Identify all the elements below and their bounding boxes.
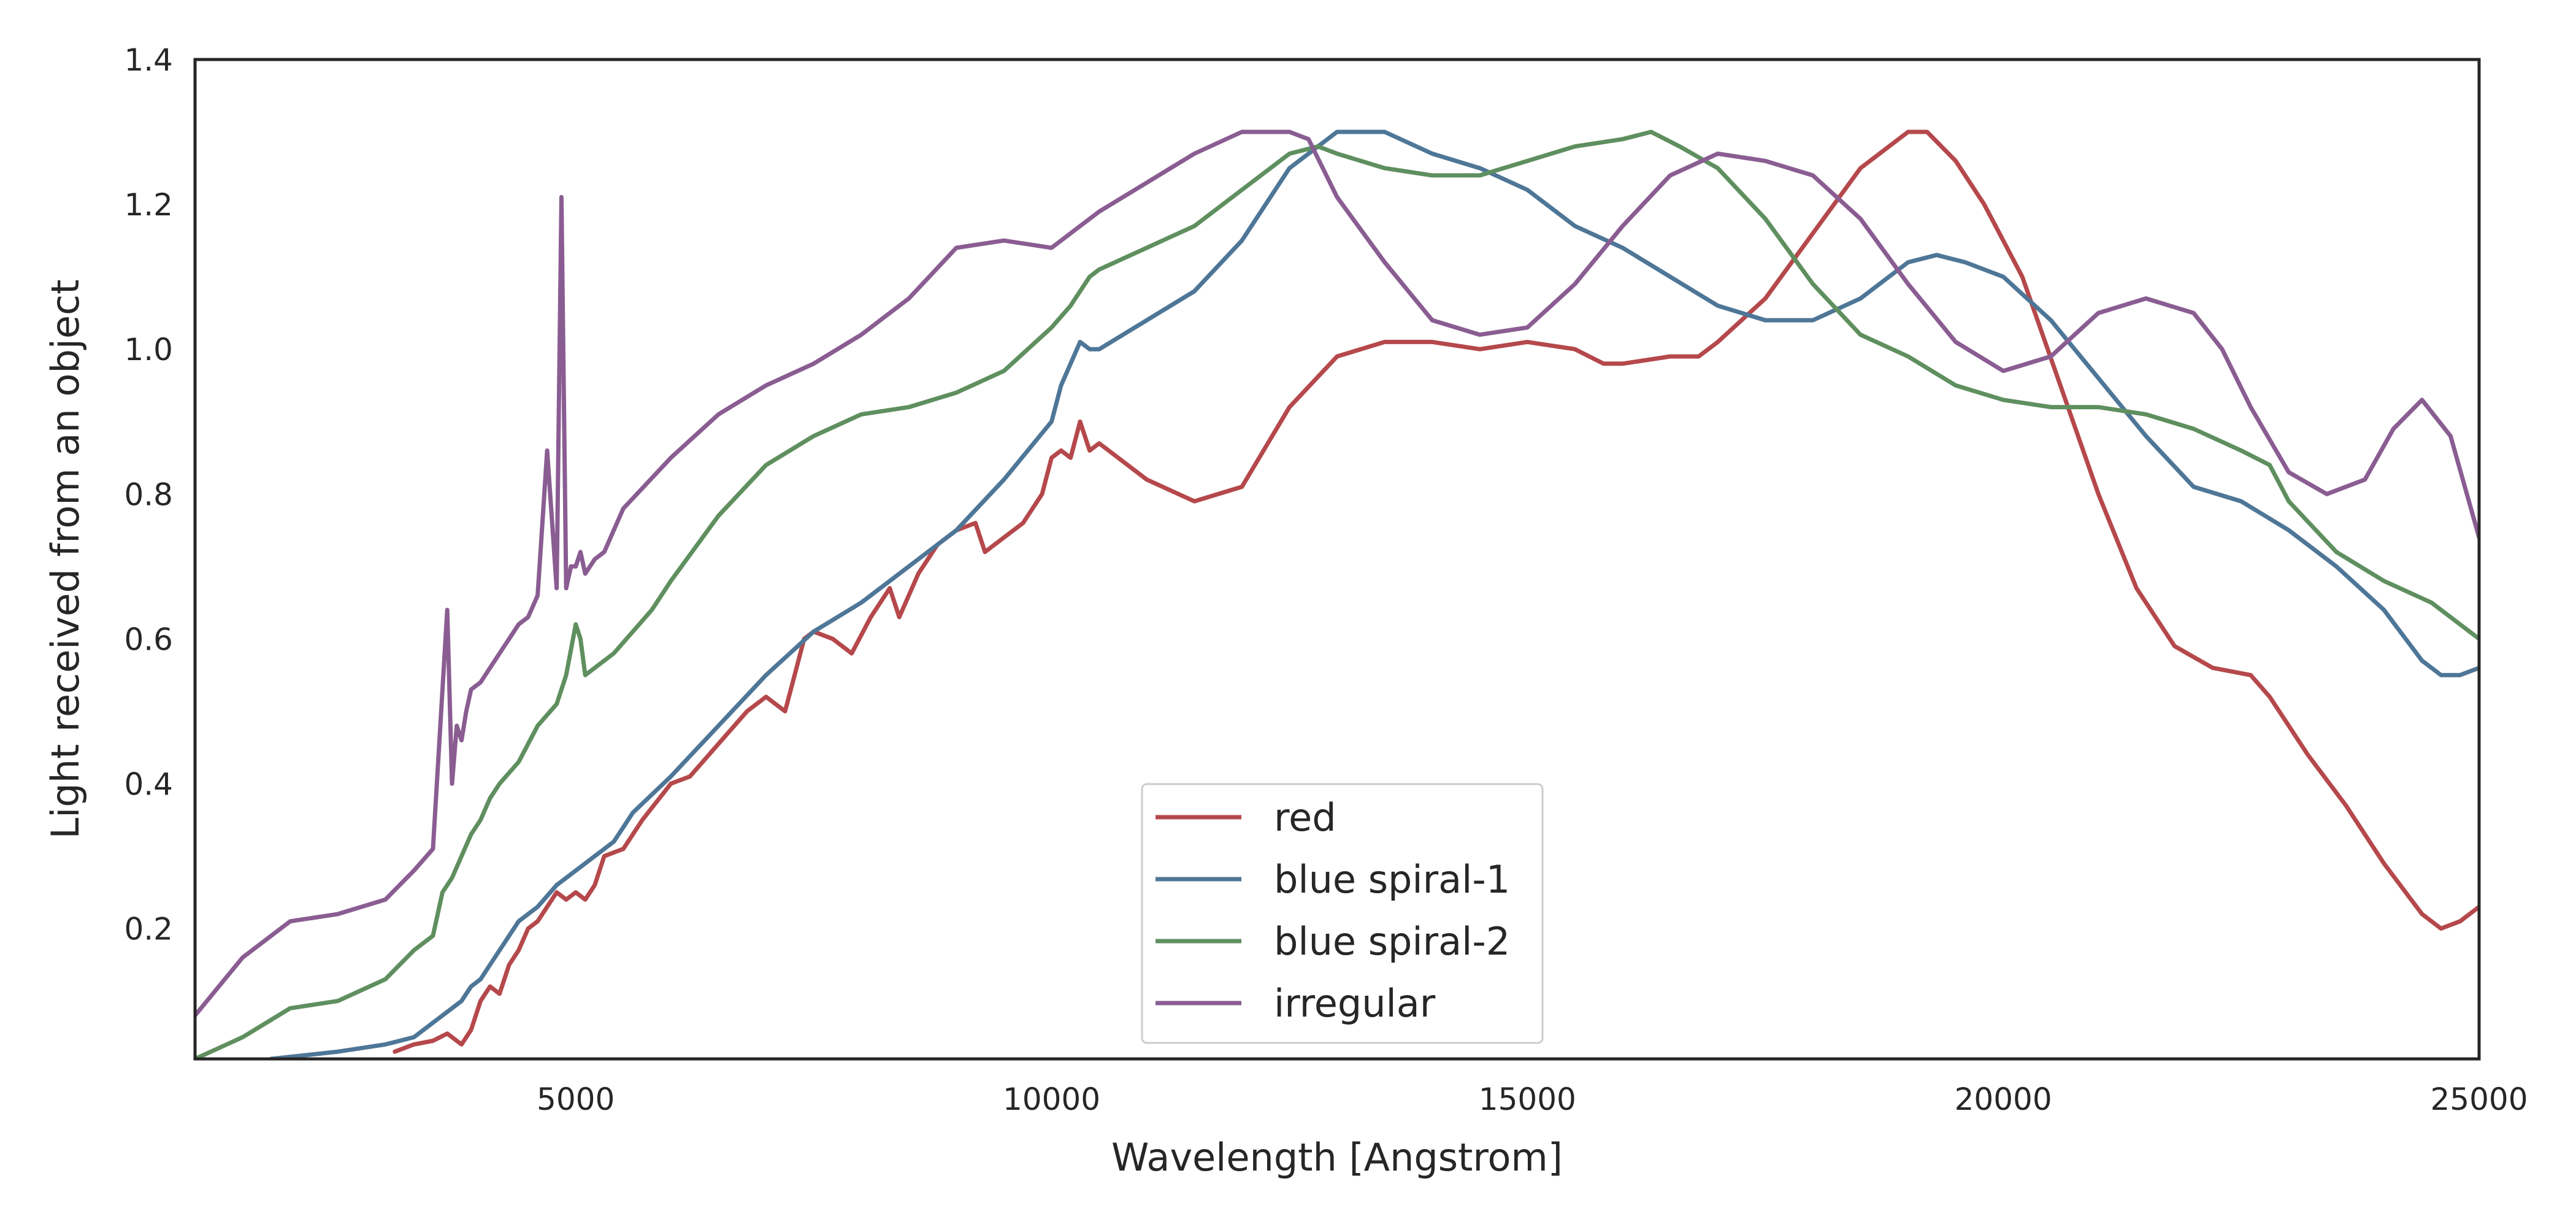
y-tick-label: 1.4 <box>124 42 173 78</box>
legend-box <box>1141 783 1544 1044</box>
legend: red blue spiral-1 blue spiral-2 irregular <box>1141 783 1544 1044</box>
series-layer <box>195 129 2479 1059</box>
legend-label: irregular <box>1274 981 1436 1026</box>
series-line-0 <box>393 129 2479 1054</box>
legend-label: red <box>1274 795 1336 840</box>
x-tick-label: 5000 <box>537 1082 615 1117</box>
x-tick-label: 15000 <box>1479 1082 1576 1117</box>
y-tick-label: 0.8 <box>124 477 173 512</box>
x-tick-label: 10000 <box>1003 1082 1100 1117</box>
plot-frame <box>193 58 2481 1061</box>
x-tick-label: 25000 <box>2430 1082 2528 1117</box>
legend-label: blue spiral-2 <box>1274 919 1510 964</box>
y-tick-label: 0.4 <box>124 766 173 802</box>
x-axis-title: Wavelength [Angstrom] <box>1111 1135 1563 1180</box>
series-line-1 <box>269 129 2479 1059</box>
legend-label: blue spiral-1 <box>1274 857 1510 902</box>
x-tick-label: 20000 <box>1955 1082 2052 1117</box>
y-tick-label: 0.2 <box>124 912 173 947</box>
series-line-2 <box>195 129 2479 1059</box>
y-tick-label: 1.2 <box>124 187 173 223</box>
series-line-3 <box>195 129 2479 1018</box>
y-axis-title: Light received from an object <box>43 279 88 839</box>
y-tick-label: 0.6 <box>124 621 173 657</box>
x-tick-labels: 5000 10000 15000 20000 25000 <box>537 1082 2528 1117</box>
y-tick-labels: 0.2 0.4 0.6 0.8 1.0 1.2 1.4 <box>124 42 173 947</box>
y-tick-label: 1.0 <box>124 332 173 367</box>
legend-items: red blue spiral-1 blue spiral-2 irregular <box>1156 795 1510 1026</box>
